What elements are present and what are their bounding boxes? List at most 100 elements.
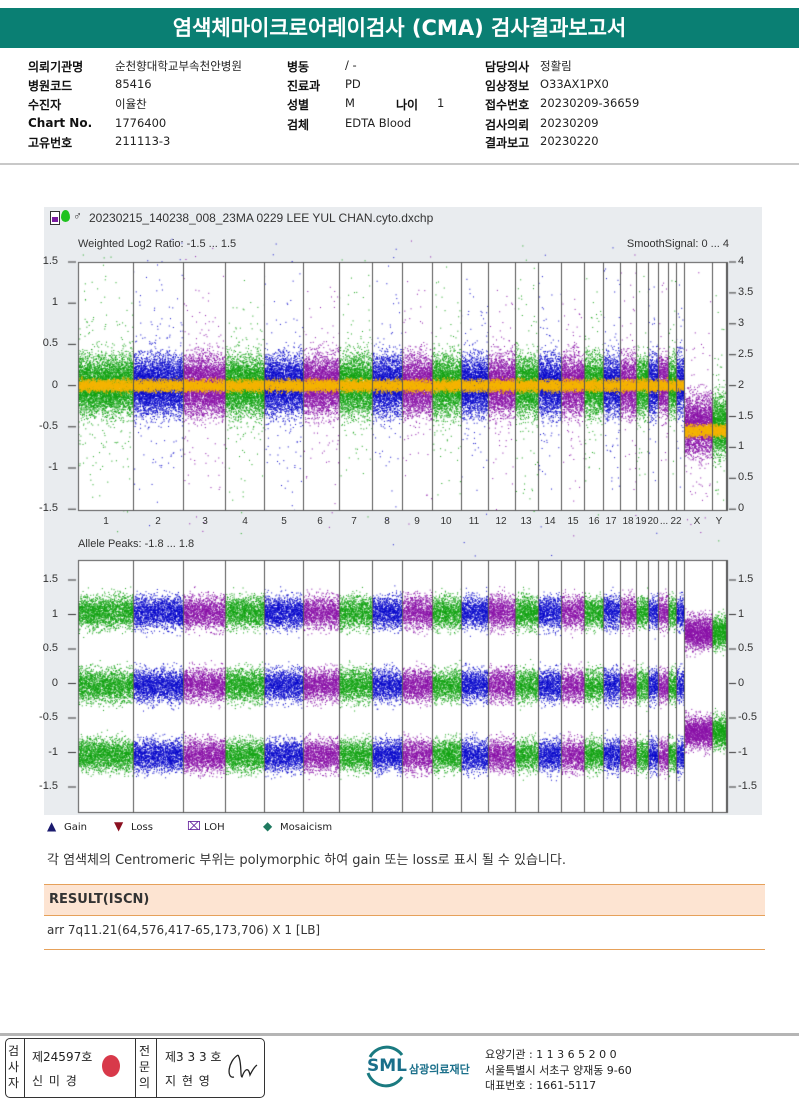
chromosome-label: 20 xyxy=(647,516,659,527)
signature-box: 검사자 제24597호 신 미 경 전문의 제3 3 3 호 지 현 영 xyxy=(5,1038,265,1098)
field-label: 진료과 xyxy=(287,79,321,93)
examiner-name: 신 미 경 xyxy=(32,1074,78,1088)
org-phone: 대표번호 : 1661-5117 xyxy=(485,1079,597,1092)
chromosome-label: 2 xyxy=(155,516,161,527)
divider xyxy=(0,163,799,165)
diamond-icon: ◆ xyxy=(263,819,273,833)
chromosome-label: Y xyxy=(715,516,723,527)
y-tick-label: 1 xyxy=(51,296,58,309)
y-tick-label: 1.5 xyxy=(42,255,58,267)
doctor-label: 전문의 xyxy=(139,1044,151,1090)
field-label: 담당의사 xyxy=(485,60,530,74)
field-label: 병동 xyxy=(287,60,310,74)
legend-label: Gain xyxy=(64,822,87,833)
chromosome-label: 10 xyxy=(440,516,452,527)
field-label: 임상정보 xyxy=(485,79,530,93)
y2-tick-label: 3 xyxy=(738,316,745,329)
file-name: 20230215_140238_008_23MA 0229 LEE YUL CH… xyxy=(89,211,434,225)
chromosome-label: 22 xyxy=(670,516,682,527)
y2-tick-label: 0 xyxy=(738,502,745,515)
org-logo: SML xyxy=(367,1056,407,1076)
field-value: O33AX1PX0 xyxy=(540,77,609,91)
status-icon xyxy=(61,210,70,222)
field-value: 20230209-36659 xyxy=(540,96,640,110)
examiner-no: 제24597호 xyxy=(32,1050,93,1064)
field-label: 검체 xyxy=(287,118,310,132)
field-value: 1776400 xyxy=(115,116,167,130)
field-value: 20230220 xyxy=(540,134,599,148)
field-value: 211113-3 xyxy=(115,134,171,148)
top-plot-label: Weighted Log2 Ratio: -1.5 ... 1.5 xyxy=(78,238,237,250)
y-tick-label: 1.5 xyxy=(42,573,58,585)
y-tick-label: -0.5 xyxy=(39,419,58,432)
legend-label: Loss xyxy=(131,822,153,833)
y2-tick-label: 3.5 xyxy=(738,285,754,298)
field-value: 정활림 xyxy=(540,59,572,73)
top-plot-right-label: SmoothSignal: 0 ... 4 xyxy=(626,238,729,250)
report-title: 염색체마이크로어레이검사 (CMA) 검사결과보고서 xyxy=(0,8,799,48)
y2-tick-label: 4 xyxy=(738,255,745,267)
field-label: 병원코드 xyxy=(28,79,73,93)
chromosome-label: 1 xyxy=(103,516,109,527)
y-tick-label: -1.5 xyxy=(39,780,58,792)
male-icon: ♂ xyxy=(73,209,82,223)
field-value: / - xyxy=(345,58,357,72)
field-value: 1 xyxy=(437,96,445,110)
field-value: PD xyxy=(345,77,361,91)
chromosome-label: 5 xyxy=(281,516,287,527)
y-tick-label: -1 xyxy=(48,461,58,473)
y2-tick-label: -0.5 xyxy=(738,711,757,723)
chromosome-label: 19 xyxy=(635,516,647,527)
y-tick-label: 0.5 xyxy=(42,337,58,350)
field-label: 결과보고 xyxy=(485,136,530,150)
y-tick-label: -1 xyxy=(48,745,58,758)
chromosome-label: 18 xyxy=(622,516,634,527)
field-value: EDTA Blood xyxy=(345,116,412,130)
triangle-up-icon: ▲ xyxy=(47,819,57,833)
field-value: 20230209 xyxy=(540,116,599,130)
result-value: arr 7q11.21(64,576,417-65,173,706) X 1 [… xyxy=(47,923,321,937)
doctor-no: 제3 3 3 호 xyxy=(165,1050,222,1064)
examiner-label: 검사자 xyxy=(8,1044,20,1090)
legend-label: LOH xyxy=(204,822,225,833)
divider xyxy=(0,1033,799,1036)
triangle-down-icon: ▼ xyxy=(114,819,124,833)
chromosome-label: X xyxy=(693,516,701,527)
y-tick-label: -1.5 xyxy=(39,502,58,515)
cma-scatter-canvas xyxy=(44,207,762,815)
org-name: 삼광의료재단 xyxy=(409,1063,470,1076)
chromosome-label: 6 xyxy=(317,516,323,527)
chromosome-label: 14 xyxy=(544,516,556,527)
chromosome-label: 4 xyxy=(242,516,248,527)
result-header: RESULT(ISCN) xyxy=(44,884,765,916)
chromosome-label: 16 xyxy=(588,516,600,527)
chromosome-label: 8 xyxy=(384,516,390,527)
y-tick-label: 0 xyxy=(51,676,58,689)
y-tick-label: 1 xyxy=(51,607,58,620)
field-label: 수진자 xyxy=(28,98,62,112)
field-label: 접수번호 xyxy=(485,98,530,112)
doctor-name: 지 현 영 xyxy=(165,1074,211,1088)
y-tick-label: 0 xyxy=(51,378,58,391)
y2-tick-label: 1 xyxy=(738,607,745,620)
note-text: 각 염색체의 Centromeric 부위는 polymorphic 하여 ga… xyxy=(47,853,566,868)
field-label: 검사의뢰 xyxy=(485,118,530,132)
field-label: Chart No. xyxy=(28,116,93,130)
y-tick-label: -0.5 xyxy=(39,711,58,723)
chromosome-label: 17 xyxy=(605,516,617,527)
field-value: 순천향대학교부속천안병원 xyxy=(115,59,242,73)
chromosome-label: 3 xyxy=(202,516,208,527)
chromosome-label: 13 xyxy=(520,516,532,527)
chromosome-label: ... xyxy=(659,516,669,527)
lohx-icon: ⌧ xyxy=(187,819,201,833)
org-code: 요양기관 : 1 1 3 6 5 2 0 0 xyxy=(485,1048,617,1061)
field-label: 의뢰기관명 xyxy=(28,60,84,74)
chromosome-label: 7 xyxy=(351,516,357,527)
signature xyxy=(228,1054,258,1078)
chromosome-label: 15 xyxy=(567,516,579,527)
field-label: 성별 xyxy=(287,98,310,112)
chip-icon xyxy=(50,211,60,225)
y2-tick-label: 1.5 xyxy=(738,573,754,585)
y-tick-label: 0.5 xyxy=(42,642,58,654)
field-value: 이율찬 xyxy=(115,97,147,111)
